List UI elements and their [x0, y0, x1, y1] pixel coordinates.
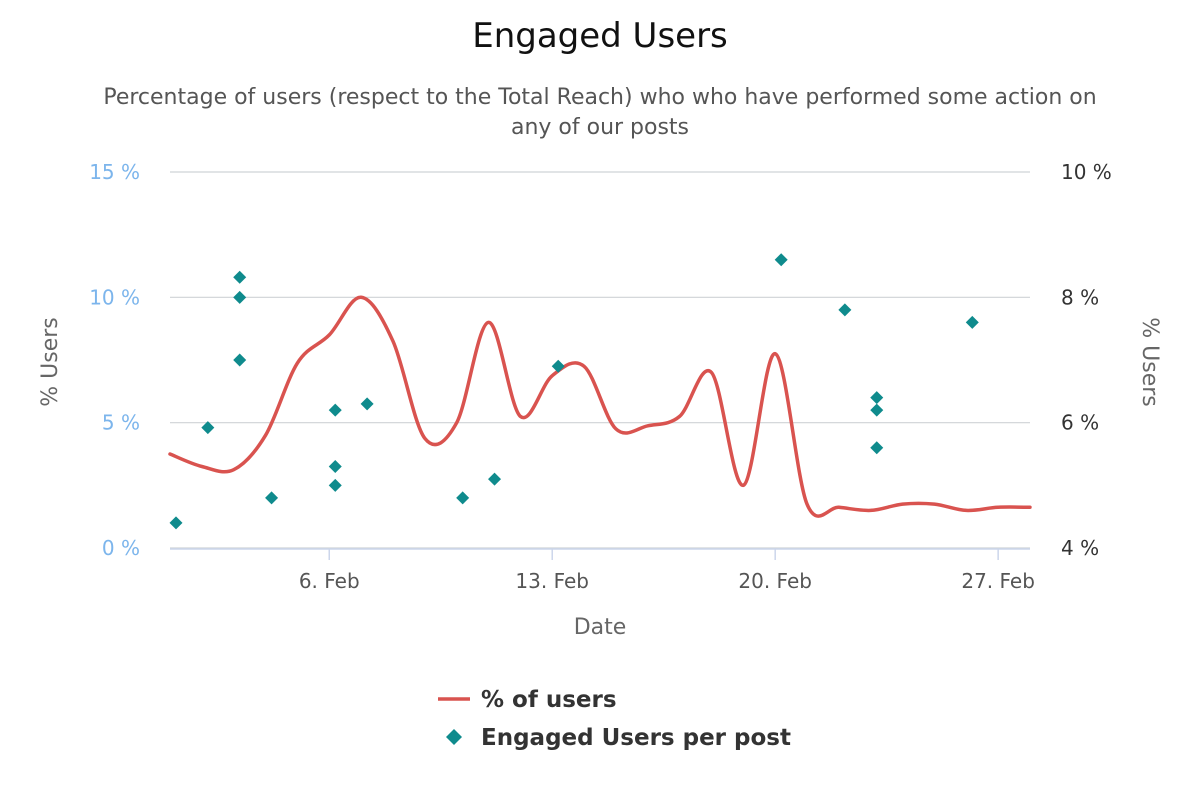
y-left-tick-label: 0 % [102, 536, 140, 560]
y-axis-left: 0 % 5 % 10 % 15 % [89, 160, 140, 560]
legend-diamond-swatch [446, 729, 462, 745]
y-left-tick-label: 15 % [89, 160, 140, 184]
scatter-point[interactable] [774, 253, 788, 267]
x-tick-label: 13. Feb [515, 569, 589, 593]
y-right-tick-label: 6 % [1061, 411, 1099, 435]
x-tick-label: 6. Feb [299, 569, 360, 593]
y-axis-right: 4 % 6 % 8 % 10 % [1061, 160, 1112, 560]
scatter-point[interactable] [201, 421, 215, 435]
y-left-tick-label: 5 % [102, 411, 140, 435]
scatter-point[interactable] [965, 315, 979, 329]
scatter-point[interactable] [870, 391, 884, 405]
scatter-point[interactable] [328, 460, 342, 474]
x-axis: 6. Feb 13. Feb 20. Feb 27. Feb [170, 548, 1035, 593]
y-axis-right-title: % Users [1137, 317, 1162, 407]
x-tick-label: 20. Feb [738, 569, 812, 593]
scatter-point[interactable] [265, 491, 279, 505]
chart-subtitle-line-1: Percentage of users (respect to the Tota… [103, 85, 1096, 110]
legend: % of users Engaged Users per post [438, 687, 791, 751]
scatter-point[interactable] [233, 270, 247, 284]
y-right-tick-label: 10 % [1061, 160, 1112, 184]
legend-label-engaged-per-post: Engaged Users per post [481, 725, 791, 751]
scatter-point[interactable] [551, 359, 565, 373]
legend-item-engaged-per-post[interactable]: Engaged Users per post [446, 725, 791, 751]
gridlines [170, 171, 1030, 549]
y-right-tick-label: 8 % [1061, 285, 1099, 309]
y-left-tick-label: 10 % [89, 285, 140, 309]
scatter-point[interactable] [233, 290, 247, 304]
y-right-tick-label: 4 % [1061, 536, 1099, 560]
y-axis-left-title: % Users [38, 317, 63, 407]
legend-label-users-percent: % of users [481, 687, 617, 713]
plot-area [168, 253, 1032, 530]
scatter-point[interactable] [838, 303, 852, 317]
scatter-point[interactable] [870, 403, 884, 417]
scatter-point[interactable] [169, 516, 183, 530]
scatter-point[interactable] [328, 478, 342, 492]
scatter-point[interactable] [870, 441, 884, 455]
scatter-point[interactable] [488, 472, 502, 486]
chart-subtitle-line-2: any of our posts [511, 115, 689, 140]
scatter-point[interactable] [328, 403, 342, 417]
scatter-point[interactable] [360, 397, 374, 411]
x-axis-title: Date [574, 615, 627, 640]
series-line-users-percent[interactable] [168, 295, 1032, 518]
x-tick-label: 27. Feb [961, 569, 1035, 593]
scatter-point[interactable] [233, 353, 247, 367]
scatter-point[interactable] [456, 491, 470, 505]
chart-title: Engaged Users [472, 16, 728, 56]
legend-item-users-percent[interactable]: % of users [438, 687, 617, 713]
